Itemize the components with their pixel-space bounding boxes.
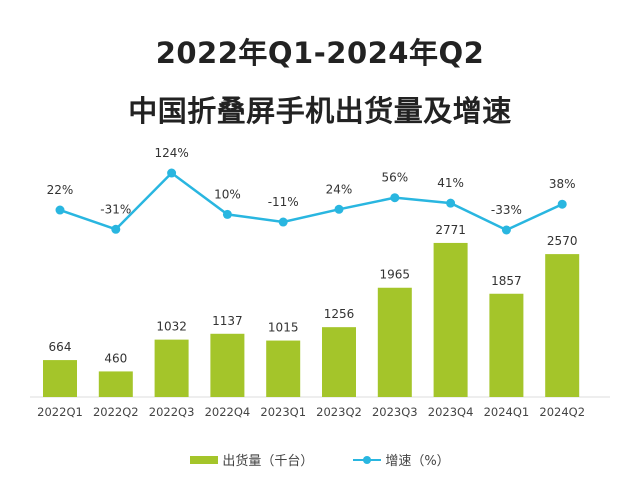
bar	[154, 339, 189, 397]
bar	[377, 287, 412, 397]
growth-value-label: 22%	[47, 183, 74, 197]
growth-point	[334, 204, 344, 214]
x-tick-label: 2023Q2	[316, 405, 362, 419]
growth-value-label: -33%	[491, 203, 522, 217]
bar-value-label: 1965	[380, 268, 411, 282]
x-tick-label: 2023Q4	[428, 405, 474, 419]
x-tick-label: 2023Q1	[260, 405, 306, 419]
bar	[489, 293, 524, 397]
x-tick-label: 2023Q3	[372, 405, 418, 419]
growth-point	[55, 205, 65, 215]
bar-value-label: 1137	[212, 314, 243, 328]
legend-item-growth: 增速（%）	[353, 450, 450, 469]
legend-item-shipments: 出货量（千台）	[190, 450, 313, 469]
x-tick-label: 2022Q1	[37, 405, 83, 419]
growth-point	[557, 199, 567, 209]
x-tick-label: 2024Q2	[539, 405, 585, 419]
growth-point	[501, 225, 511, 235]
legend-label: 增速（%）	[385, 454, 450, 469]
growth-value-label: 41%	[437, 176, 464, 190]
growth-value-label: -31%	[100, 202, 131, 216]
x-tick-label: 2022Q2	[93, 405, 139, 419]
growth-point	[446, 198, 456, 208]
legend-bar-swatch	[190, 455, 219, 464]
bar-value-label: 1256	[324, 307, 355, 321]
growth-value-label: 38%	[549, 177, 576, 191]
growth-value-label: 56%	[381, 171, 408, 185]
bar	[43, 360, 77, 397]
bar	[98, 371, 133, 397]
chart-title-line-1: 2022年Q1-2024年Q2	[155, 36, 485, 70]
bar-value-label: 2570	[547, 234, 578, 248]
growth-point	[167, 168, 177, 178]
x-tick-label: 2022Q4	[205, 405, 251, 419]
bar	[266, 340, 301, 397]
bar	[210, 333, 245, 397]
bar-value-label: 460	[104, 351, 127, 365]
legend: 出货量（千台） 增速（%）	[0, 450, 640, 469]
bar-value-label: 1015	[268, 321, 299, 335]
growth-point	[390, 193, 400, 203]
growth-line	[59, 171, 563, 232]
bar-value-label: 2771	[435, 223, 466, 237]
legend-line-swatch	[353, 454, 382, 466]
chart-title-line-2: 中国折叠屏手机出货量及增速	[128, 94, 512, 128]
growth-value-label: -11%	[268, 195, 299, 209]
growth-point	[111, 224, 121, 234]
bar	[433, 242, 468, 397]
bar-value-label: 1857	[491, 274, 522, 288]
growth-value-label: 24%	[326, 182, 353, 196]
growth-value-label: 10%	[214, 187, 241, 201]
bar-value-label: 1032	[156, 320, 187, 334]
growth-value-label: 124%	[154, 146, 188, 160]
x-tick-label: 2024Q1	[484, 405, 530, 419]
bar	[322, 327, 356, 397]
growth-point	[222, 209, 232, 219]
legend-label: 出货量（千台）	[222, 454, 314, 469]
growth-point	[278, 217, 288, 227]
bar	[545, 254, 580, 397]
bar-value-label: 664	[49, 340, 72, 354]
x-tick-label: 2022Q3	[149, 405, 195, 419]
